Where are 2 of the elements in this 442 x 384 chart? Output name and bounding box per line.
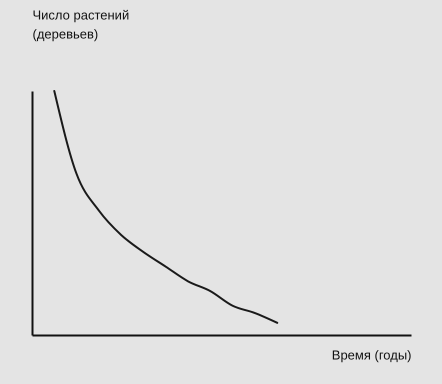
y-axis-title: Число растений (деревьев): [32, 8, 130, 42]
x-axis-title: Время (годы): [332, 348, 412, 362]
